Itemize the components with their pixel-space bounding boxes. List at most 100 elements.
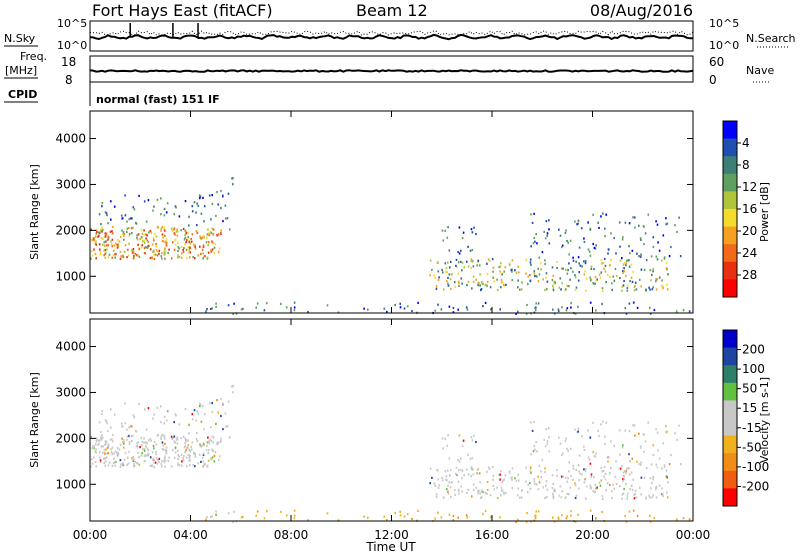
velocity-point xyxy=(643,476,646,480)
velocity-point xyxy=(105,441,107,444)
velocity-point xyxy=(153,440,156,443)
velocity-point xyxy=(487,466,490,469)
velocity-point xyxy=(454,493,457,496)
power-point xyxy=(625,275,627,278)
power-point xyxy=(511,259,514,262)
power-point xyxy=(565,309,568,312)
power-point xyxy=(584,289,587,292)
velocity-point xyxy=(633,424,636,427)
velocity-point xyxy=(486,480,489,484)
velocity-point xyxy=(598,481,601,484)
power-point xyxy=(477,281,479,284)
velocity-point xyxy=(161,434,163,437)
power-point xyxy=(156,198,159,201)
velocity-point xyxy=(656,466,659,469)
velocity-point xyxy=(609,483,611,487)
power-point xyxy=(438,276,440,279)
velocity-colorbar-tick-label: 50 xyxy=(742,382,757,396)
power-point xyxy=(177,254,179,257)
velocity-point xyxy=(649,520,652,523)
power-point xyxy=(568,262,570,265)
velocity-point xyxy=(133,464,136,468)
velocity-point xyxy=(662,492,664,495)
velocity-point xyxy=(200,420,203,423)
power-point xyxy=(583,260,585,263)
velocity-point xyxy=(202,460,204,463)
velocity-point xyxy=(446,488,448,491)
power-point xyxy=(226,217,229,220)
velocity-point xyxy=(124,422,127,425)
power-point xyxy=(143,247,146,250)
velocity-point xyxy=(307,518,309,522)
velocity-point xyxy=(467,453,469,456)
velocity-point xyxy=(521,489,523,492)
power-point xyxy=(164,251,167,254)
power-point xyxy=(472,275,475,278)
power-point xyxy=(521,281,523,284)
power-point xyxy=(163,251,166,254)
velocity-point xyxy=(157,458,159,461)
velocity-point xyxy=(584,497,587,500)
power-point xyxy=(652,270,654,273)
velocity-point xyxy=(538,481,541,484)
velocity-point xyxy=(210,426,212,429)
power-point xyxy=(552,308,554,311)
power-point xyxy=(570,306,572,309)
velocity-point xyxy=(457,458,459,462)
velocity-point xyxy=(98,439,101,442)
power-point xyxy=(215,305,217,308)
power-point xyxy=(668,255,671,258)
power-point xyxy=(217,233,219,236)
power-point xyxy=(525,272,527,275)
power-point xyxy=(469,249,472,252)
velocity-point xyxy=(232,391,234,394)
velocity-point xyxy=(575,468,577,471)
power-point xyxy=(572,270,574,273)
velocity-point xyxy=(592,450,594,454)
velocity-point xyxy=(615,482,618,486)
velocity-point xyxy=(597,429,599,432)
power-point xyxy=(628,245,630,248)
velocity-point xyxy=(106,446,109,449)
velocity-point xyxy=(535,483,538,486)
velocity-point xyxy=(472,473,475,476)
velocity-point xyxy=(543,438,545,441)
power-point xyxy=(197,204,200,208)
velocity-point xyxy=(450,495,452,498)
velocity-point xyxy=(565,437,567,440)
power-point xyxy=(532,242,535,245)
power-point xyxy=(479,284,481,287)
velocity-point xyxy=(429,467,432,470)
velocity-point xyxy=(96,438,98,442)
power-point xyxy=(619,277,621,280)
power-point xyxy=(628,302,631,305)
power-point xyxy=(98,234,100,237)
velocity-point xyxy=(160,405,162,408)
power-point xyxy=(570,302,572,305)
power-point xyxy=(500,278,503,281)
power-point xyxy=(682,309,685,312)
velocity-point xyxy=(175,438,178,441)
power-point xyxy=(466,260,468,263)
power-point xyxy=(560,288,562,291)
velocity-point xyxy=(590,486,593,489)
velocity-point xyxy=(531,429,534,432)
velocity-point xyxy=(153,465,156,469)
power-point xyxy=(609,275,611,279)
velocity-point xyxy=(181,460,183,463)
power-point xyxy=(634,226,636,229)
velocity-point xyxy=(649,496,651,499)
power-point xyxy=(220,206,222,210)
power-point xyxy=(95,257,97,260)
power-point xyxy=(493,280,496,283)
velocity-point xyxy=(652,494,654,497)
velocity-point xyxy=(165,449,168,452)
power-point xyxy=(139,238,141,241)
power-point xyxy=(206,233,209,236)
power-point xyxy=(183,247,185,250)
power-point xyxy=(211,240,213,243)
velocity-point xyxy=(570,475,572,478)
velocity-point xyxy=(161,460,163,463)
power-point xyxy=(441,271,444,274)
power-point xyxy=(161,239,164,243)
